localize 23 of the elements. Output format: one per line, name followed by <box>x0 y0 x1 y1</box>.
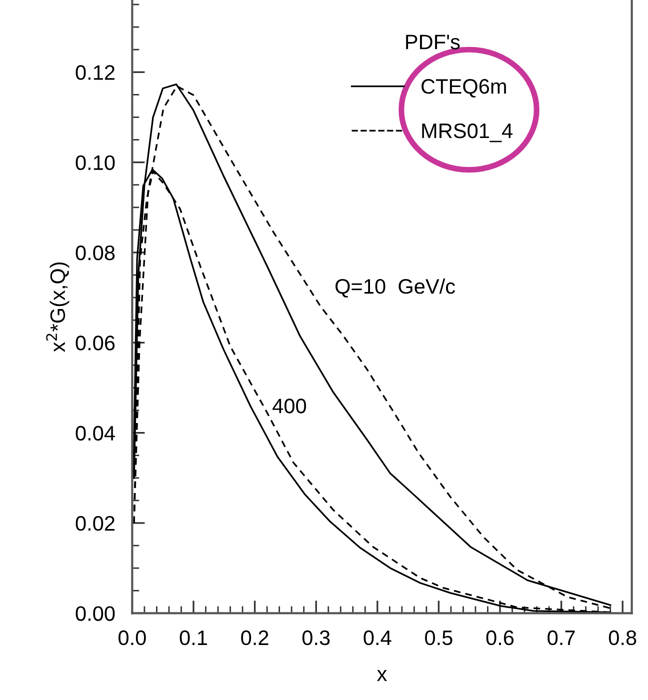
x-tick-label: 0.0 <box>118 630 146 646</box>
y-axis-title: x$^{2}$*G(x,Q) <box>46 262 70 352</box>
y-tick-label: 0.04 <box>76 426 115 441</box>
annotation: Q=10 GeV/c <box>336 278 455 298</box>
x-tick-label: 0.2 <box>241 630 268 646</box>
x-tick-label: 0.4 <box>364 630 392 646</box>
x-tick-label: 0.3 <box>302 630 330 646</box>
y-tick-label: 0.12 <box>76 65 114 80</box>
legend-label: MRS01_4 <box>422 123 513 142</box>
y-tick-label: 0.06 <box>76 336 115 350</box>
x-tick-label: 0.5 <box>425 630 452 646</box>
x-tick-label: 0.8 <box>608 630 636 646</box>
x-tick-label: 0.6 <box>486 630 514 646</box>
x-tick-label: 0.7 <box>548 630 575 646</box>
annotation: 400 <box>272 398 306 414</box>
legend-title: PDF's <box>406 34 460 50</box>
x-tick-label: 0.1 <box>180 630 207 646</box>
y-tick-label: 0.10 <box>76 155 115 170</box>
y-tick-label: 0.02 <box>76 516 114 531</box>
y-tick-label: 0.00 <box>76 606 115 621</box>
x-axis-title: x <box>377 670 387 682</box>
y-tick-label: 0.08 <box>76 245 115 260</box>
legend-label: CTEQ6m <box>422 79 506 98</box>
